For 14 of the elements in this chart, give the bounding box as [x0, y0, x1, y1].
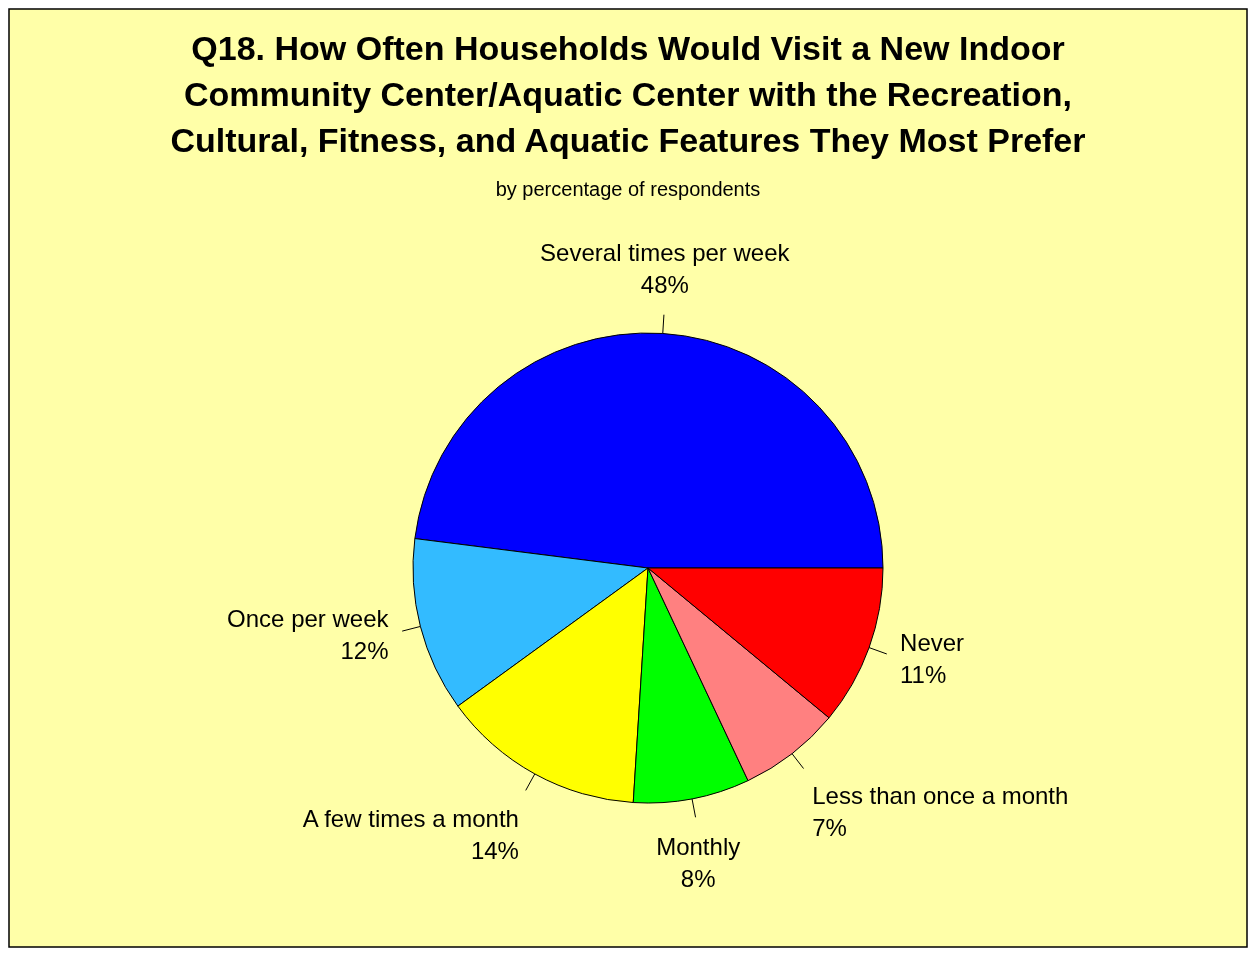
data-label: 7% — [812, 813, 847, 841]
data-label: 14% — [470, 836, 519, 864]
data-label: 12% — [340, 636, 389, 664]
slice-label: Monthly — [656, 833, 741, 861]
slice-label: Never — [900, 628, 965, 656]
data-label: 8% — [680, 865, 716, 893]
slice-label: Several times per week — [540, 238, 791, 266]
slice-label: A few times a month — [302, 804, 519, 832]
data-label: 11% — [900, 660, 947, 688]
chart-subtitle: by percentage of respondents — [495, 178, 761, 200]
slice-label: Less than once a month — [812, 781, 1069, 809]
data-label: 48% — [640, 270, 689, 298]
slice-label: Once per week — [227, 604, 390, 632]
chart-title: Q18. How Often Households Would Visit a New Indoor Community Center/Aquatic Center with the Recreation, Cultural, Fitness, and Aquatic Features They Most Prefer — [170, 29, 1086, 159]
